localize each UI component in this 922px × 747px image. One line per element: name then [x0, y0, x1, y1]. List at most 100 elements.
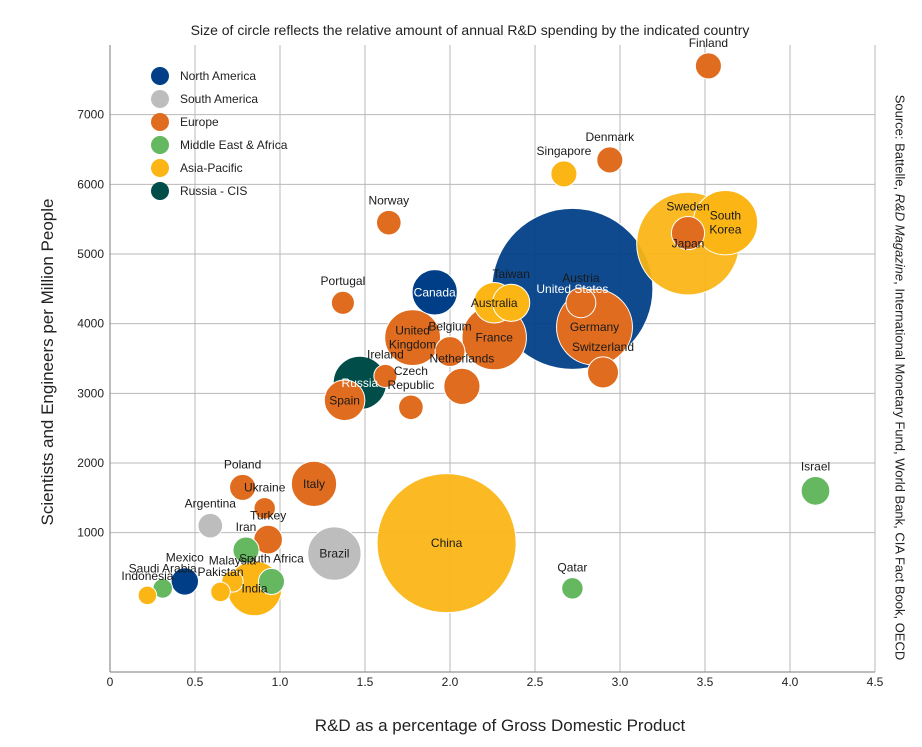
legend-swatch-eu: [151, 113, 169, 131]
bubble-spain: [323, 379, 366, 422]
bubble-label-germany: Germany: [570, 320, 619, 334]
bubble-south-africa: [257, 567, 286, 595]
bubble-label-malaysia: Malaysia: [209, 554, 257, 568]
legend-label-ru: Russia - CIS: [180, 184, 247, 198]
bubble-label-pakistan: Pakistan: [197, 565, 243, 579]
bubble-label-sweden: Sweden: [666, 200, 709, 214]
bubble-label-australia: Australia: [471, 296, 518, 310]
y-tick-label: 4000: [77, 317, 104, 331]
bubble-label-israel: Israel: [801, 460, 830, 474]
legend-swatch-na: [151, 67, 169, 85]
chart-subtitle: Size of circle reflects the relative amo…: [190, 22, 750, 38]
y-tick-label: 7000: [77, 108, 104, 122]
bubble-label-united-states: United States: [536, 282, 608, 296]
bubble-label-south-korea: South Korea: [709, 209, 741, 237]
bubble-label-india: India: [241, 581, 267, 595]
bubble-mexico: [170, 567, 200, 596]
bubble-label-poland: Poland: [224, 457, 261, 471]
bubble-united-kingdom: [384, 309, 441, 366]
bubble-switzerland: [586, 356, 620, 389]
bubble-label-france: France: [476, 331, 514, 345]
bubble-labels: United States China Japan Germany South Korea…: [121, 36, 830, 596]
bubble-portugal: [330, 290, 355, 315]
legend-label-ap: Asia-Pacific: [180, 161, 243, 175]
legend-swatch-sa: [151, 90, 169, 108]
axes: [109, 45, 875, 673]
legend: North America South America Europe Middle E…: [151, 67, 288, 200]
bubble-label-qatar: Qatar: [557, 561, 587, 575]
legend-label-mea: Middle East & Africa: [180, 138, 288, 152]
bubble-finland: [694, 52, 722, 80]
source-italic: R&D Magazine: [892, 193, 908, 282]
bubble-label-iran: Iran: [236, 520, 257, 534]
y-tick-label: 3000: [77, 386, 104, 400]
x-axis-label: R&D as a percentage of Gross Domestic Pr…: [314, 716, 686, 735]
bubble-label-turkey: Turkey: [250, 508, 286, 522]
bubble-label-indonesia: Indonesia: [121, 569, 173, 583]
bubble-iran: [232, 536, 260, 564]
bubble-pakistan: [210, 581, 231, 603]
bubble-label-ukraine: Ukraine: [244, 481, 286, 495]
bubble-canada: [411, 269, 458, 316]
bubble-brazil: [307, 526, 362, 581]
bubble-label-austria: Austria: [562, 271, 600, 285]
bubble-label-saudi-arabia: Saudi Arabia: [129, 562, 197, 576]
legend-swatch-ap: [151, 159, 169, 177]
bubble-belgium: [434, 336, 466, 367]
x-tick-label: 1.5: [357, 675, 374, 689]
bubble-indonesia: [137, 585, 158, 606]
bubble-label-china: China: [431, 536, 463, 550]
x-tick-label: 0.5: [187, 675, 204, 689]
bubble-label-south-africa: South Africa: [239, 551, 304, 565]
bubble-label-japan: Japan: [672, 237, 705, 251]
y-tick-label: 6000: [77, 177, 104, 191]
bubble-label-italy: Italy: [303, 477, 325, 491]
bubble-label-singapore: Singapore: [537, 144, 592, 158]
x-tick-label: 4.5: [867, 675, 884, 689]
bubble-label-belgium: Belgium: [428, 320, 471, 334]
bubble-label-mexico: Mexico: [166, 551, 204, 565]
bubble-label-denmark: Denmark: [585, 130, 635, 144]
legend-label-eu: Europe: [180, 115, 219, 129]
bubble-china: [376, 473, 517, 614]
x-tick-label: 3.0: [612, 675, 629, 689]
bubble-ireland: [373, 363, 398, 388]
bubble-label-russia: Russia: [342, 376, 379, 390]
bubble-poland: [229, 473, 257, 501]
bubble-label-netherlands: Netherlands: [430, 351, 495, 365]
x-tick-label: 4.0: [782, 675, 799, 689]
bubble-label-norway: Norway: [368, 193, 409, 207]
bubble-label-brazil: Brazil: [319, 547, 349, 561]
bubble-taiwan: [492, 283, 531, 322]
bubble-sweden: [670, 216, 706, 251]
bubble-czech-republic: [398, 394, 424, 421]
source-note: Source: Battelle, R&D Magazine, Internat…: [893, 68, 908, 688]
legend-label-na: North America: [180, 69, 256, 83]
bubble-austria: [565, 287, 597, 319]
bubble-label-czech-republic: Czech Republic: [388, 364, 435, 392]
tick-labels: 0 0.5 1.0 1.5 2.0 2.5 3.0 3.5 4.0 4.5 1000 2000 3000…: [77, 108, 883, 689]
x-tick-label: 2.5: [527, 675, 544, 689]
bubble-ukraine: [253, 497, 276, 520]
x-tick-label: 1.0: [272, 675, 289, 689]
source-prefix: Source: Battelle,: [892, 94, 908, 194]
x-tick-label: 2.0: [442, 675, 459, 689]
y-axis-label: Scientists and Engineers per Million Peo…: [38, 198, 57, 526]
bubble-norway: [375, 209, 402, 236]
legend-swatch-ru: [151, 182, 169, 200]
bubble-label-canada: Canada: [414, 285, 456, 299]
bubble-label-ireland: Ireland: [367, 347, 404, 361]
bubble-series: [137, 52, 831, 617]
bubble-label-united-kingdom: United Kingdom: [389, 324, 436, 352]
legend-label-sa: South America: [180, 92, 258, 106]
x-tick-label: 3.5: [697, 675, 714, 689]
y-tick-label: 1000: [77, 526, 104, 540]
y-tick-label: 5000: [77, 247, 104, 261]
bubble-label-portugal: Portugal: [321, 274, 366, 288]
bubble-israel: [800, 476, 831, 506]
bubble-label-taiwan: Taiwan: [493, 267, 530, 281]
bubble-singapore: [550, 160, 578, 188]
source-suffix: , International Monetary Fund, World Ban…: [892, 281, 908, 661]
x-tick-label: 0: [107, 675, 114, 689]
